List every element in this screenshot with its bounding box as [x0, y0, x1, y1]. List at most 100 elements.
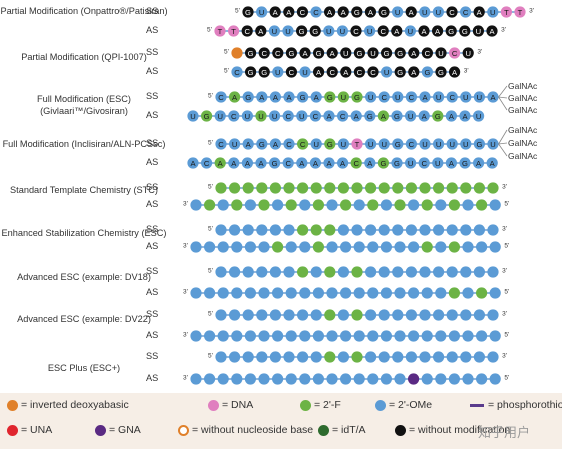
group-2-as-nucleotide-7: [282, 110, 294, 122]
group-5-as-nucleotide-21: [476, 241, 488, 253]
group-0-as-nucleotide-8: [323, 25, 335, 37]
group-2-as-letter-6: U: [272, 112, 277, 121]
group-7-as-nucleotide-18: [435, 330, 447, 342]
group-8-ss-nucleotide-1: [229, 351, 241, 363]
group-8-as-nucleotide-0: [190, 373, 202, 385]
group-7-as-nucleotide-17: [421, 330, 433, 342]
group-7-ss-nucleotide-15: [419, 309, 431, 321]
group-2-ss-letter-6: G: [300, 93, 306, 102]
group-1-ss-label: SS: [146, 47, 159, 57]
group-5-as-nucleotide-19: [448, 241, 460, 253]
group-0-ss-letter-14: U: [436, 8, 441, 17]
group-1-ss-letter-15: U: [438, 49, 443, 58]
group-2-ss-letter-8: G: [327, 93, 333, 102]
group-8-as-nucleotide-12: [353, 373, 365, 385]
group-1-as-letter-9: C: [357, 68, 363, 77]
group-6-as-nucleotide-7: [285, 287, 297, 299]
group-7-as-nucleotide-6: [272, 330, 284, 342]
group-0-ss-letter-17: A: [477, 8, 483, 17]
group-5-ss-nucleotide-18: [460, 224, 472, 236]
group-2-galnac-link-0: [498, 85, 508, 98]
group-1-ss-nucleotide-2: [258, 47, 270, 59]
group-3-ss-nucleotide-7: [310, 138, 322, 150]
legend-gna-swatch: [95, 425, 106, 436]
legend: = inverted deoxyabasic = DNA = 2'-F = 2'-OM…: [0, 393, 562, 449]
group-4-as-nucleotide-1: [204, 199, 216, 211]
group-2-as-letter-5: U: [258, 112, 263, 121]
group-8-as-nucleotide-21: [476, 373, 488, 385]
group-6-ss-nucleotide-10: [351, 266, 363, 278]
group-3-as-nucleotide-18: [432, 157, 444, 169]
group-3-label: Full Modification (Inclisiran/ALN-PCSsc): [2, 139, 166, 149]
group-1-ss-letter-4: G: [288, 49, 294, 58]
group-3-as-nucleotide-22: [486, 157, 498, 169]
group-7-as-nucleotide-21: [476, 330, 488, 342]
group-2-ss-letter-5: A: [286, 93, 292, 102]
group-7-as-nucleotide-13: [367, 330, 379, 342]
group-6-ss-nucleotide-13: [392, 266, 404, 278]
group-2-as-letter-16: U: [408, 112, 413, 121]
group-0-ss-letter-4: C: [300, 8, 306, 17]
group-1-ss-letter-13: A: [411, 49, 417, 58]
group-5-ss-nucleotide-15: [419, 224, 431, 236]
group-0-as-letter-2: C: [244, 27, 250, 36]
group-2-as-letter-21: U: [476, 112, 481, 121]
group-0-as-letter-3: A: [258, 27, 264, 36]
group-8-ss-nucleotide-18: [460, 351, 472, 363]
group-1-ss-letter-5: A: [302, 49, 308, 58]
legend-gna-label: = GNA: [109, 424, 141, 436]
group-1-as-letter-2: G: [261, 68, 267, 77]
group-1-as-letter-5: U: [302, 68, 307, 77]
group-4-ss-nucleotide-11: [365, 182, 377, 194]
group-5-as-nucleotide-13: [367, 241, 379, 253]
group-5-as-nucleotide-7: [285, 241, 297, 253]
group-6-as-right-end: 5': [504, 289, 509, 296]
group-3-as-label: AS: [146, 157, 159, 167]
group-1-as-nucleotide-12: [394, 66, 406, 78]
group-5-ss-nucleotide-4: [269, 224, 281, 236]
group-0-ss-letter-20: T: [518, 8, 523, 17]
group-2-as-nucleotide-19: [445, 110, 457, 122]
group-7-as-nucleotide-7: [285, 330, 297, 342]
group-7-as-nucleotide-11: [340, 330, 352, 342]
group-1-ss-nucleotide-4: [285, 47, 297, 59]
group-6-ss-right-end: 3': [502, 268, 507, 275]
group-2-as-letter-2: U: [217, 112, 222, 121]
legend-none-swatch: [395, 425, 406, 436]
group-0-as-letter-9: U: [340, 27, 345, 36]
group-7-as-nucleotide-10: [326, 330, 338, 342]
group-0-as-letter-8: U: [326, 27, 331, 36]
group-8-ss-nucleotide-19: [473, 351, 485, 363]
group-5-ss-label: SS: [146, 224, 159, 234]
group-0-as-letter-20: A: [489, 27, 495, 36]
legend-ps-swatch: [470, 404, 484, 407]
group-1-ss-nucleotide-10: [367, 47, 379, 59]
group-0-as-letter-12: C: [380, 27, 386, 36]
group-7-ss-right-end: 3': [502, 311, 507, 318]
group-2-as-nucleotide-0: [187, 110, 199, 122]
group-1-as-nucleotide-3: [272, 66, 284, 78]
legend-ome-label: = 2'-OMe: [389, 399, 433, 411]
group-8-ss-nucleotide-2: [242, 351, 254, 363]
group-5-ss-nucleotide-19: [473, 224, 485, 236]
group-8-as-nucleotide-20: [462, 373, 474, 385]
group-2-as-nucleotide-14: [377, 110, 389, 122]
group-3-ss-nucleotide-4: [269, 138, 281, 150]
group-3-ss-nucleotide-19: [473, 138, 485, 150]
group-2-ss-letter-0: C: [218, 93, 224, 102]
group-2-ss-letter-14: C: [409, 93, 415, 102]
group-2-as-nucleotide-11: [337, 110, 349, 122]
group-3-ss-letter-4: A: [273, 140, 279, 149]
group-1-ss-nucleotide-11: [381, 47, 393, 59]
group-1-as-letter-1: G: [248, 68, 254, 77]
group-0-ss-nucleotide-20: [514, 6, 526, 18]
group-5-ss-nucleotide-3: [256, 224, 268, 236]
group-1-ss-letter-8: U: [343, 49, 348, 58]
group-0-as-nucleotide-6: [296, 25, 308, 37]
group-5-ss-left-end: 5': [208, 226, 213, 233]
group-2-as-nucleotide-9: [309, 110, 321, 122]
group-3-galnac-link-2: [498, 143, 508, 157]
group-2-ss-nucleotide-5: [283, 91, 295, 103]
group-4-as-left-end: 3': [183, 201, 188, 208]
group-4-as-nucleotide-20: [462, 199, 474, 211]
